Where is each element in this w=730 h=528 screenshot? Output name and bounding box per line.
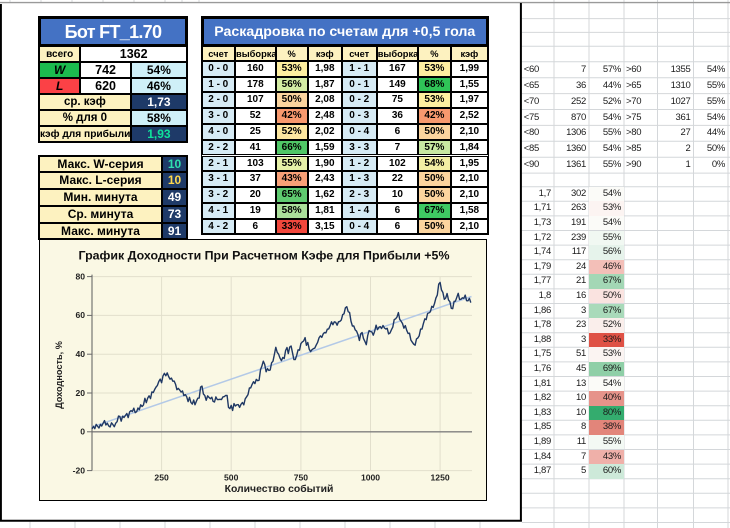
svg-text:1250: 1250 <box>431 473 450 483</box>
svg-text:-20: -20 <box>73 465 86 475</box>
svg-text:20: 20 <box>75 388 85 398</box>
svg-text:График Доходности При Расчетно: График Доходности При Расчетном Кэфе для… <box>79 249 450 263</box>
svg-text:Доходность, %: Доходность, % <box>54 341 64 409</box>
svg-text:60: 60 <box>75 310 85 320</box>
svg-text:1000: 1000 <box>361 473 380 483</box>
svg-text:80: 80 <box>75 271 85 281</box>
svg-text:750: 750 <box>294 473 309 483</box>
svg-text:500: 500 <box>224 473 239 483</box>
svg-text:Количество событий: Количество событий <box>225 483 334 495</box>
svg-text:0: 0 <box>80 427 85 437</box>
svg-text:250: 250 <box>154 473 169 483</box>
svg-text:40: 40 <box>75 349 85 359</box>
